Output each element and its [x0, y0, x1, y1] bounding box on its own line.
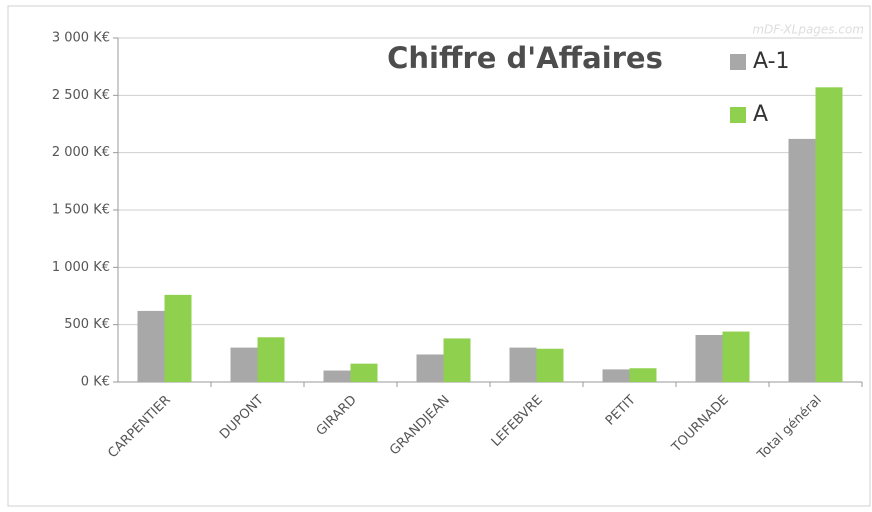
bar — [695, 334, 723, 382]
bar — [722, 331, 750, 382]
y-tick-label: 0 K€ — [81, 375, 110, 390]
bar — [602, 369, 630, 382]
y-tick-label: 3 000 K€ — [52, 31, 110, 46]
y-tick-label: 2 000 K€ — [52, 145, 110, 160]
legend-swatch — [730, 54, 746, 70]
bar — [815, 87, 843, 382]
chart-title: Chiffre d'Affaires — [387, 41, 663, 75]
bar — [350, 363, 378, 382]
bar — [323, 370, 351, 382]
bar — [416, 354, 444, 382]
y-tick-label: 1 500 K€ — [52, 203, 110, 218]
bar — [257, 337, 285, 382]
bar — [164, 294, 192, 382]
legend-label: A — [753, 102, 768, 127]
bar — [230, 347, 258, 382]
bar — [509, 347, 537, 382]
bar — [536, 348, 564, 382]
legend-swatch — [730, 107, 746, 123]
bar — [629, 368, 657, 382]
y-tick-label: 2 500 K€ — [52, 88, 110, 103]
bar — [443, 338, 471, 382]
y-tick-label: 500 K€ — [64, 317, 110, 332]
legend-label: A-1 — [753, 49, 790, 74]
chart-frame — [7, 5, 871, 507]
watermark: mDF-XLpages.com — [752, 23, 864, 37]
y-tick-label: 1 000 K€ — [52, 260, 110, 275]
bar — [788, 138, 816, 382]
bar — [137, 310, 165, 382]
